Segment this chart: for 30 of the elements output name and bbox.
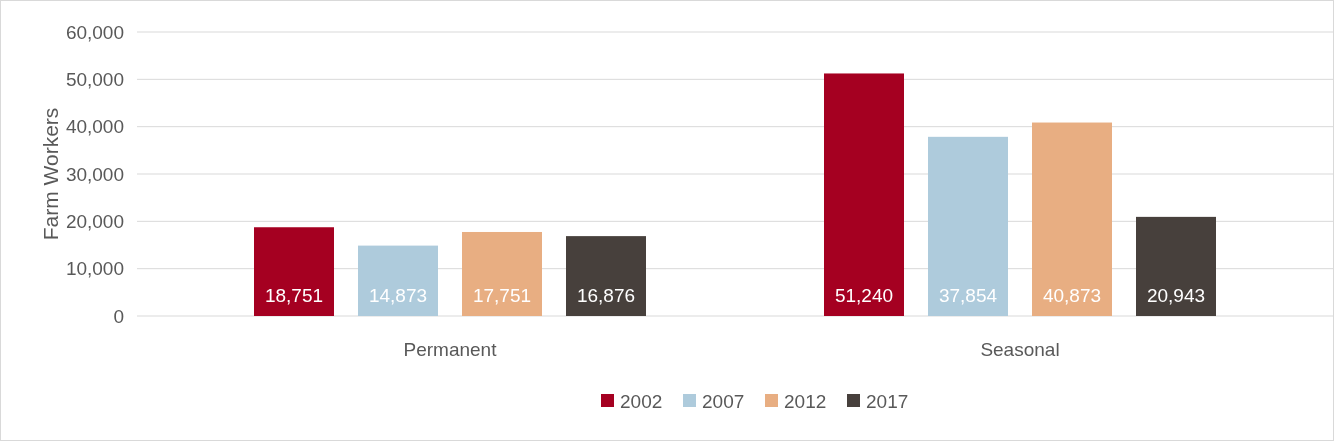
data-label: 51,240 xyxy=(834,285,894,306)
y-axis-title: Farm Workers xyxy=(39,107,62,241)
data-label: 17,751 xyxy=(472,285,532,306)
y-tick-label: 30,000 xyxy=(65,163,124,185)
y-tick-label: 10,000 xyxy=(65,258,124,280)
bar xyxy=(358,245,438,316)
legend-label: 2007 xyxy=(702,390,745,412)
y-tick-label: 60,000 xyxy=(65,21,124,43)
data-label: 18,751 xyxy=(264,285,324,306)
legend-label: 2002 xyxy=(620,390,663,412)
y-tick-label: 20,000 xyxy=(65,210,124,232)
legend-label: 2012 xyxy=(784,390,827,412)
x-tick-label: Seasonal xyxy=(980,339,1060,360)
bar xyxy=(254,227,334,316)
y-tick-label: 50,000 xyxy=(65,68,124,90)
bar xyxy=(462,231,542,316)
data-label: 37,854 xyxy=(938,285,998,306)
y-tick-label: 40,000 xyxy=(65,116,124,138)
bar xyxy=(1136,216,1216,316)
x-tick-label: Permanent xyxy=(403,339,498,360)
data-label: 14,873 xyxy=(368,285,428,306)
bar xyxy=(824,73,904,316)
y-tick-label: 0 xyxy=(113,305,124,327)
legend-label: 2017 xyxy=(866,390,909,412)
data-label: 40,873 xyxy=(1042,285,1102,306)
bar xyxy=(928,136,1008,316)
bar xyxy=(1032,122,1112,316)
data-label: 16,876 xyxy=(576,285,636,306)
data-label: 20,943 xyxy=(1146,285,1206,306)
bar xyxy=(566,236,646,316)
